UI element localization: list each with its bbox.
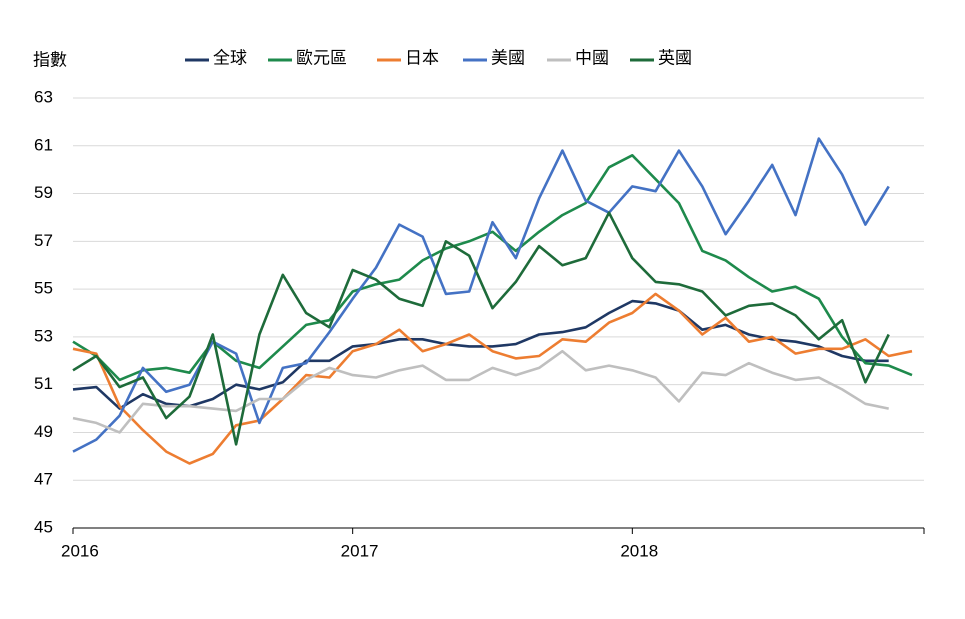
y-tick-label: 59	[34, 183, 53, 202]
legend-label: 英國	[658, 48, 692, 67]
y-axis-label: 指數	[33, 50, 67, 69]
x-tick-label: 2018	[620, 541, 658, 560]
legend-label: 全球	[213, 48, 247, 67]
x-tick-label: 2017	[341, 541, 379, 560]
y-tick-label: 57	[34, 231, 53, 250]
series-line	[72, 137, 890, 453]
series-line	[72, 211, 890, 446]
x-tick-label: 2016	[61, 541, 99, 560]
y-tick-label: 63	[34, 87, 53, 106]
series-line	[72, 349, 889, 434]
y-tick-label: 53	[34, 326, 53, 345]
y-tick-label: 61	[34, 135, 53, 154]
legend-label: 美國	[491, 48, 525, 67]
y-tick-label: 55	[34, 279, 53, 298]
y-tick-label: 51	[34, 374, 53, 393]
series-line	[72, 299, 889, 410]
legend-label: 歐元區	[296, 48, 347, 67]
legend-label: 日本	[405, 48, 439, 67]
series-line	[72, 292, 913, 465]
y-tick-label: 45	[34, 517, 53, 536]
legend-label: 中國	[575, 48, 609, 67]
y-tick-label: 49	[34, 422, 53, 441]
y-tick-label: 47	[34, 470, 53, 489]
